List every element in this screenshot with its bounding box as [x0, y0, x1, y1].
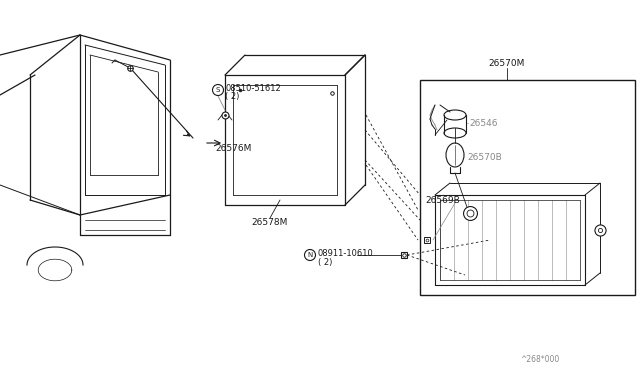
- Text: 26546: 26546: [469, 119, 497, 128]
- Text: 26569B: 26569B: [425, 196, 460, 205]
- Text: ^268*000: ^268*000: [520, 355, 559, 364]
- Text: ( 2): ( 2): [318, 257, 332, 266]
- Text: 08510-51612: 08510-51612: [225, 83, 281, 93]
- Text: 26570B: 26570B: [467, 153, 502, 161]
- Text: S: S: [216, 87, 220, 93]
- Text: N: N: [307, 252, 312, 258]
- Text: 26578M: 26578M: [252, 218, 288, 227]
- Text: 26576M: 26576M: [215, 144, 252, 153]
- Text: 26570M: 26570M: [489, 59, 525, 68]
- Text: ( 2): ( 2): [225, 92, 239, 100]
- Text: 08911-10610: 08911-10610: [318, 248, 374, 257]
- Bar: [420, 80, 635, 295]
